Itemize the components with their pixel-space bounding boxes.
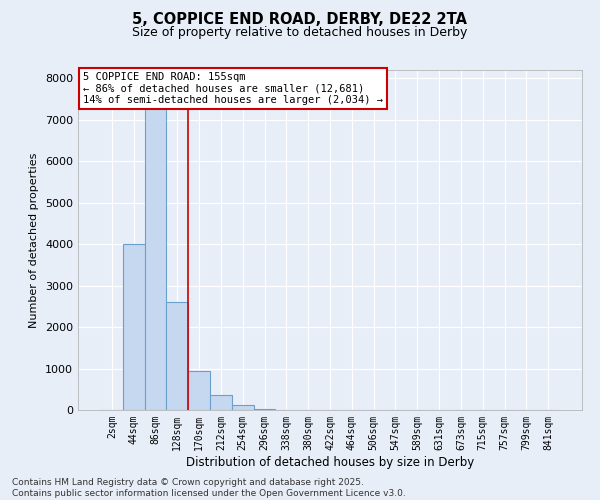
Bar [123, 244, 145, 410]
Text: Size of property relative to detached houses in Derby: Size of property relative to detached ho… [133, 26, 467, 39]
Text: Contains HM Land Registry data © Crown copyright and database right 2025.
Contai: Contains HM Land Registry data © Crown c… [12, 478, 406, 498]
Bar [188, 370, 210, 410]
Y-axis label: Number of detached properties: Number of detached properties [29, 152, 40, 328]
Bar [210, 396, 232, 410]
Bar [254, 409, 275, 410]
Text: 5, COPPICE END ROAD, DERBY, DE22 2TA: 5, COPPICE END ROAD, DERBY, DE22 2TA [133, 12, 467, 28]
Bar [145, 108, 166, 410]
Text: 5 COPPICE END ROAD: 155sqm
← 86% of detached houses are smaller (12,681)
14% of : 5 COPPICE END ROAD: 155sqm ← 86% of deta… [83, 72, 383, 105]
Bar [232, 405, 254, 410]
X-axis label: Distribution of detached houses by size in Derby: Distribution of detached houses by size … [186, 456, 474, 468]
Bar [166, 302, 188, 410]
